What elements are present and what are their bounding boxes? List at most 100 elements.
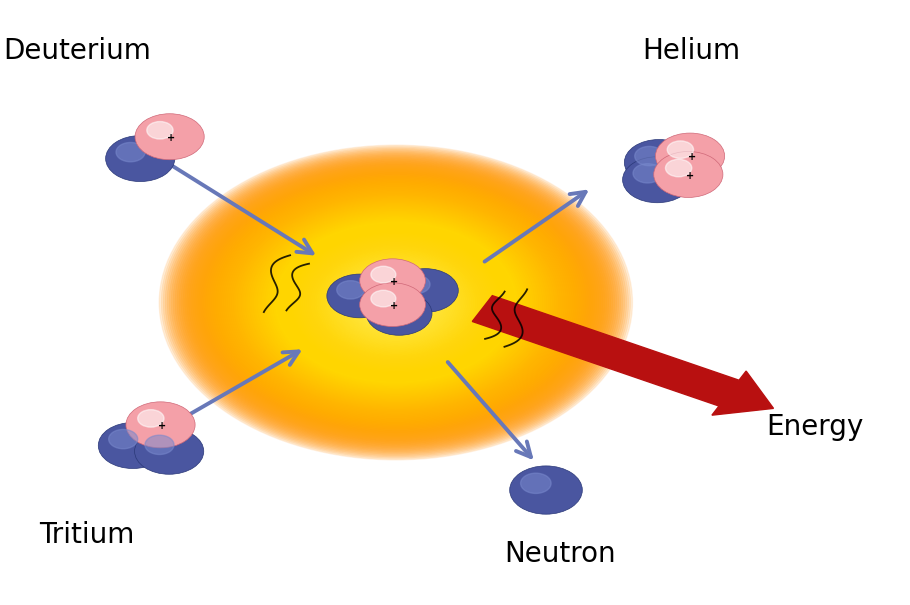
- Circle shape: [203, 174, 589, 431]
- Circle shape: [382, 293, 410, 312]
- Circle shape: [299, 238, 492, 367]
- Circle shape: [317, 250, 475, 355]
- Circle shape: [337, 281, 364, 299]
- Circle shape: [369, 284, 423, 321]
- Circle shape: [392, 269, 459, 312]
- Circle shape: [145, 435, 174, 454]
- FancyArrow shape: [472, 296, 774, 415]
- Circle shape: [327, 257, 465, 348]
- Circle shape: [191, 166, 601, 439]
- Circle shape: [352, 273, 440, 332]
- Circle shape: [331, 259, 461, 346]
- Circle shape: [357, 276, 435, 329]
- Circle shape: [159, 145, 632, 460]
- Circle shape: [374, 288, 418, 317]
- Circle shape: [177, 157, 615, 448]
- Circle shape: [215, 182, 577, 423]
- Circle shape: [240, 199, 551, 406]
- Circle shape: [228, 191, 563, 414]
- Circle shape: [135, 114, 204, 160]
- Circle shape: [309, 245, 482, 360]
- Circle shape: [295, 235, 497, 369]
- Circle shape: [327, 274, 392, 318]
- Text: Helium: Helium: [642, 38, 741, 65]
- Circle shape: [262, 214, 530, 391]
- Circle shape: [222, 187, 570, 418]
- Text: Neutron: Neutron: [504, 540, 615, 567]
- Circle shape: [634, 146, 663, 166]
- Circle shape: [175, 155, 617, 450]
- Circle shape: [126, 402, 195, 448]
- Circle shape: [350, 272, 441, 333]
- Circle shape: [335, 262, 457, 343]
- Circle shape: [274, 221, 518, 384]
- Circle shape: [379, 291, 413, 315]
- Circle shape: [147, 122, 173, 139]
- Circle shape: [254, 208, 538, 397]
- Circle shape: [325, 255, 467, 350]
- Text: +: +: [390, 301, 399, 311]
- Circle shape: [362, 280, 430, 325]
- Circle shape: [181, 160, 611, 445]
- Circle shape: [250, 206, 541, 399]
- Circle shape: [315, 249, 477, 356]
- Circle shape: [187, 163, 605, 442]
- Circle shape: [355, 275, 437, 330]
- Circle shape: [323, 254, 469, 351]
- Circle shape: [264, 215, 528, 390]
- Circle shape: [218, 185, 573, 420]
- Circle shape: [258, 211, 534, 394]
- Circle shape: [376, 298, 404, 316]
- Circle shape: [205, 175, 587, 430]
- Circle shape: [392, 300, 399, 305]
- Circle shape: [183, 161, 609, 444]
- Circle shape: [376, 289, 416, 316]
- Text: Energy: Energy: [766, 413, 863, 440]
- Circle shape: [197, 170, 595, 435]
- Circle shape: [171, 153, 621, 452]
- Circle shape: [665, 159, 692, 177]
- Circle shape: [372, 287, 420, 318]
- Circle shape: [359, 283, 425, 327]
- Circle shape: [276, 223, 516, 382]
- Circle shape: [380, 292, 411, 313]
- Circle shape: [340, 266, 451, 339]
- Circle shape: [278, 224, 514, 381]
- Circle shape: [293, 234, 499, 371]
- Text: Deuterium: Deuterium: [4, 38, 151, 65]
- Circle shape: [137, 410, 164, 427]
- Circle shape: [360, 279, 431, 326]
- Circle shape: [220, 186, 571, 419]
- Circle shape: [169, 152, 622, 453]
- Circle shape: [371, 290, 396, 307]
- Circle shape: [359, 278, 433, 327]
- Text: +: +: [688, 152, 696, 162]
- Circle shape: [301, 240, 490, 365]
- Circle shape: [337, 263, 455, 342]
- Circle shape: [179, 159, 612, 446]
- Circle shape: [313, 247, 479, 358]
- Circle shape: [347, 270, 445, 335]
- Circle shape: [161, 146, 631, 459]
- Circle shape: [260, 212, 531, 393]
- Circle shape: [252, 207, 540, 398]
- Circle shape: [185, 162, 607, 443]
- Circle shape: [653, 151, 723, 197]
- Circle shape: [210, 179, 581, 426]
- Text: +: +: [686, 171, 694, 181]
- Circle shape: [371, 266, 396, 283]
- Circle shape: [116, 143, 145, 162]
- Circle shape: [339, 264, 453, 341]
- Circle shape: [238, 198, 553, 407]
- Circle shape: [284, 228, 509, 378]
- Circle shape: [349, 271, 443, 334]
- Circle shape: [521, 473, 551, 494]
- Circle shape: [232, 194, 560, 411]
- Circle shape: [402, 275, 430, 293]
- Circle shape: [195, 169, 597, 436]
- Circle shape: [655, 133, 724, 179]
- Circle shape: [213, 180, 580, 425]
- Circle shape: [108, 430, 137, 449]
- Circle shape: [201, 173, 592, 432]
- Text: Tritium: Tritium: [39, 522, 134, 549]
